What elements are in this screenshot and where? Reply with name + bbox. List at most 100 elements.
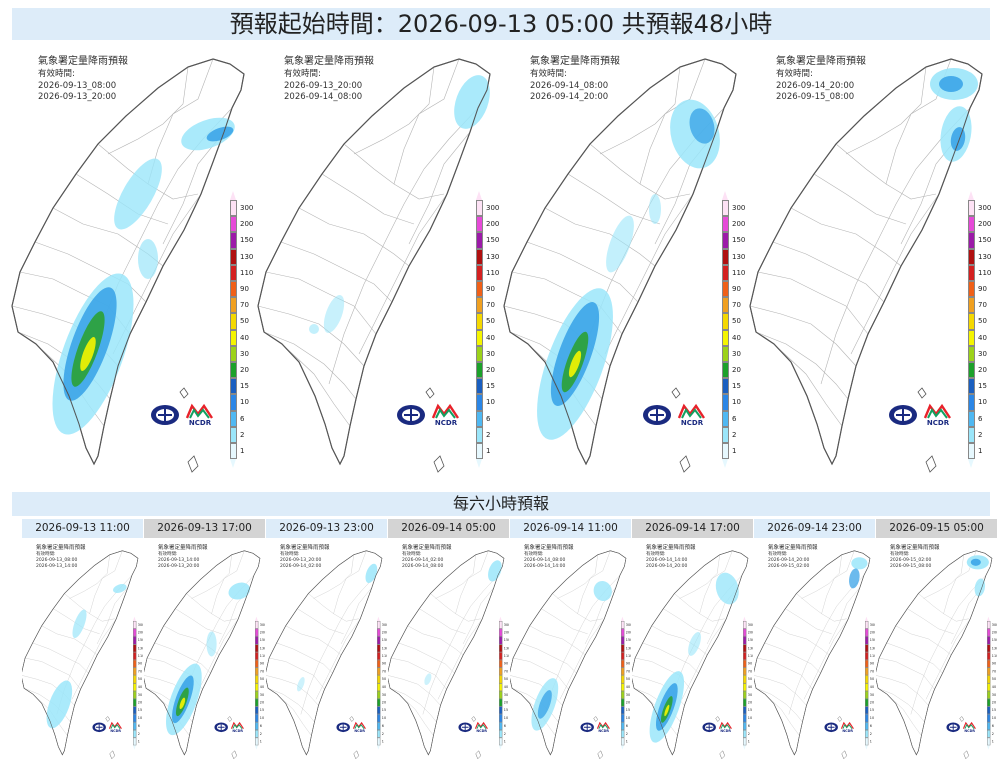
- small-map-label: 氣象署定量降雨預報: [646, 545, 696, 551]
- small-map-label: 2026-09-13_14:00: [36, 564, 78, 569]
- six-hour-timestamp-tab[interactable]: 2026-09-13 23:00: [266, 519, 387, 538]
- six-hour-map-panel[interactable]: 2026-09-15 05:00 氣象署定量降雨預報 有效時間: 2026-09-15…: [876, 519, 997, 775]
- legend-value: 70: [240, 301, 249, 310]
- legend-color-swatch: [230, 216, 237, 233]
- legend-value: 20: [978, 366, 987, 374]
- legend-color-swatch: [133, 659, 137, 668]
- legend-color-swatch: [230, 426, 237, 443]
- county-border: [462, 587, 494, 644]
- legend-value: 50: [869, 677, 875, 682]
- county-border: [567, 173, 661, 225]
- legend-color-swatch: [722, 264, 729, 281]
- six-hour-map-panel[interactable]: 2026-09-14 17:00 氣象署定量降雨預報 有效時間: 2026-09-14…: [632, 519, 753, 775]
- legend-color-swatch: [968, 248, 975, 265]
- forecast-map-panel-2[interactable]: 氣象署定量降雨預報 有效時間: 2026-09-13_20:00 2026-09…: [257, 42, 504, 482]
- rain-area: [80, 336, 96, 372]
- county-border: [878, 688, 925, 723]
- coastline: [876, 550, 993, 756]
- orchid-island: [597, 750, 604, 760]
- legend-color-swatch: [621, 652, 625, 660]
- county-border: [34, 241, 147, 303]
- legend-color-swatch: [968, 216, 975, 233]
- legend-color-swatch: [621, 644, 625, 653]
- forecast-map-panel-3[interactable]: 氣象署定量降雨預報 有效時間: 2026-09-14_08:00 2026-09…: [503, 42, 750, 482]
- legend-color-swatch: [865, 628, 869, 637]
- map-title: 氣象署定量降雨預報: [530, 56, 620, 67]
- valid-end: 2026-09-13_20:00: [38, 92, 117, 102]
- legend-value: 150: [978, 236, 992, 245]
- small-map-label: 2026-09-14_20:00: [646, 564, 688, 569]
- ncdr-logo-text: NCDR: [477, 729, 488, 732]
- valid-end: 2026-09-14_08:00: [284, 92, 363, 102]
- small-map-label: 2026-09-14_14:00: [524, 564, 566, 569]
- small-map-label: 有效時間:: [890, 552, 910, 557]
- taiwan-rainfall-map: [876, 550, 993, 760]
- legend-color-swatch: [722, 297, 729, 314]
- coastline: [388, 550, 505, 756]
- valid-start: 2026-09-14_08:00: [530, 81, 609, 91]
- valid-end: 2026-09-15_08:00: [776, 92, 855, 102]
- six-hour-map-panel[interactable]: 2026-09-13 23:00 氣象署定量降雨預報 有效時間: 2026-09-13…: [266, 519, 387, 775]
- six-hour-map-panel[interactable]: 2026-09-14 11:00 氣象署定量降雨預報 有效時間: 2026-09-14…: [510, 519, 631, 775]
- six-hour-timestamp-tab[interactable]: 2026-09-14 11:00: [510, 519, 631, 538]
- legend-color-swatch: [987, 729, 991, 738]
- six-hour-timestamp-tab[interactable]: 2026-09-15 05:00: [876, 519, 997, 538]
- legend-color-swatch: [476, 232, 483, 249]
- legend-value: 20: [259, 700, 265, 705]
- legend-value: 15: [503, 708, 509, 713]
- legend-value: 20: [240, 366, 249, 374]
- rain-area: [688, 631, 701, 656]
- legend-color-swatch: [255, 675, 259, 684]
- legend-color-swatch: [865, 675, 869, 684]
- legend-value: 300: [503, 622, 509, 627]
- six-hour-timestamp-tab[interactable]: 2026-09-14 17:00: [632, 519, 753, 538]
- six-hour-map-panel[interactable]: 2026-09-14 23:00 氣象署定量降雨預報 有效時間: 2026-09-14…: [754, 519, 875, 775]
- legend-value: 15: [869, 708, 875, 713]
- legend-color-swatch: [865, 652, 869, 660]
- legend-value: 30: [869, 692, 875, 697]
- legend-color-swatch: [133, 729, 137, 738]
- legend-color-swatch: [968, 345, 975, 362]
- six-hour-timestamp-tab[interactable]: 2026-09-14 23:00: [754, 519, 875, 538]
- legend-value: 50: [625, 677, 631, 682]
- cwa-logo-icon: [946, 722, 960, 733]
- county-border: [757, 657, 813, 690]
- green-island: [959, 716, 964, 722]
- rain-area: [715, 572, 739, 605]
- small-map-label: 氣象署定量降雨預報: [524, 545, 574, 551]
- six-hour-timestamp-tab[interactable]: 2026-09-14 05:00: [388, 519, 509, 538]
- six-hour-timestamp-tab[interactable]: 2026-09-13 17:00: [144, 519, 265, 538]
- six-hour-map-panel[interactable]: 2026-09-13 17:00 氣象署定量降雨預報 有效時間: 2026-09-13…: [144, 519, 265, 775]
- county-border: [886, 642, 943, 674]
- ncdr-logo-text: NCDR: [681, 419, 704, 426]
- legend-value: 300: [869, 622, 875, 627]
- county-border: [64, 593, 115, 622]
- legend-color-swatch: [230, 394, 237, 411]
- legend-color-swatch: [499, 652, 503, 660]
- legend-color-swatch: [865, 667, 869, 676]
- legend-color-swatch: [968, 313, 975, 330]
- legend-value: 15: [137, 708, 143, 713]
- small-map-label: 2026-09-15_08:00: [890, 564, 932, 569]
- six-hour-timestamp-tab[interactable]: 2026-09-13 11:00: [22, 519, 143, 538]
- ncdr-logo-icon: NCDR: [677, 403, 705, 426]
- legend-value: 200: [381, 630, 387, 635]
- legend-value: 300: [625, 622, 631, 627]
- legend-color-swatch: [865, 714, 869, 723]
- forecast-map-panel-4[interactable]: 氣象署定量降雨預報 有效時間: 2026-09-14_20:00 2026-09…: [749, 42, 996, 482]
- county-border: [191, 554, 232, 599]
- legend-arrow-top: [987, 616, 990, 621]
- six-hour-map-panel[interactable]: 2026-09-13 11:00 氣象署定量降雨預報 有效時間: 2026-09-13…: [22, 519, 143, 775]
- legend-color-swatch: [476, 297, 483, 314]
- legend-color-swatch: [476, 426, 483, 443]
- six-hour-map-panel[interactable]: 2026-09-14 05:00 氣象署定量降雨預報 有效時間: 2026-09-14…: [388, 519, 509, 775]
- county-border: [281, 343, 351, 427]
- legend-arrow-top: [255, 616, 258, 621]
- ncdr-logo-icon: NCDR: [353, 721, 367, 733]
- county-border: [266, 675, 319, 706]
- county-border: [277, 694, 312, 736]
- legend-color-swatch: [255, 652, 259, 660]
- forecast-map-panel-1[interactable]: 氣象署定量降雨預報 有效時間: 2026-09-13_08:00 2026-09…: [11, 42, 258, 482]
- legend-color-swatch: [968, 362, 975, 379]
- legend-color-swatch: [621, 729, 625, 738]
